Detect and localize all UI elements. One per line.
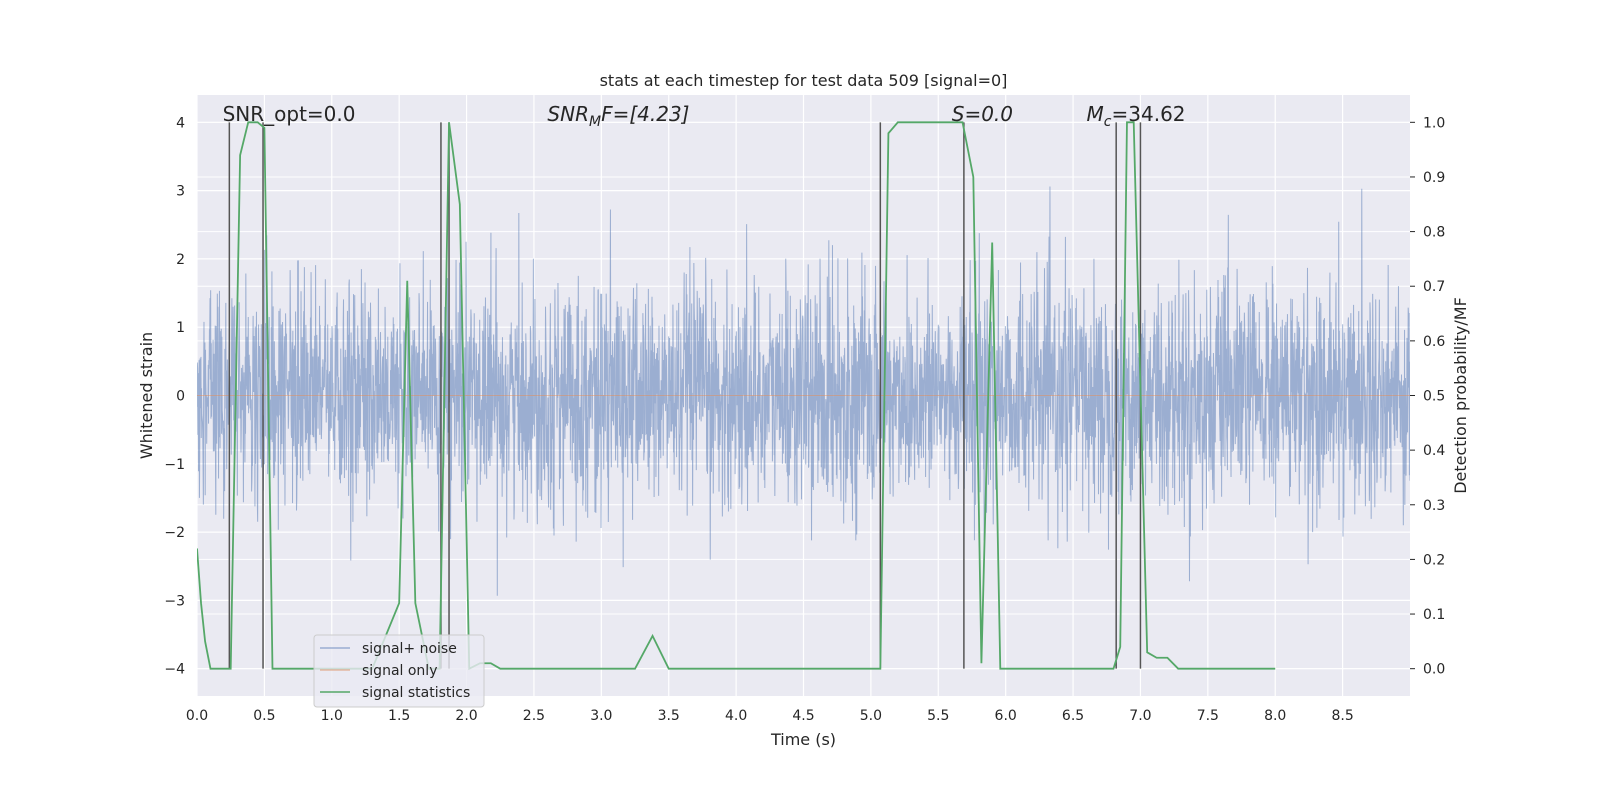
- y-left-tick-label-0: −4: [164, 662, 185, 678]
- x-tick-label-0: 0.0: [186, 708, 208, 724]
- annotation-mc-rest: =34.62: [1112, 102, 1186, 126]
- y-axis-right-ticks: 0.0 0.1 0.2 0.3 0.4 0.5 0.6 0.7 0.8 0.9 1.0: [1410, 115, 1445, 678]
- y-left-tick-label-1: −3: [164, 593, 185, 609]
- y-left-tick-label-4: 0: [176, 389, 185, 405]
- signal-statistics-line: [197, 121, 1276, 671]
- chart-title: stats at each timestep for test data 509…: [600, 71, 1008, 90]
- y-right-tick-label-9: 0.9: [1423, 170, 1445, 186]
- x-axis-ticks: 0.0 0.5 1.0 1.5 2.0 2.5 3.0 3.5 4.0 4.5 5.0 5.5 6.0 6…: [186, 708, 1354, 724]
- x-tick-label-3: 1.5: [388, 708, 410, 724]
- x-tick-label-8: 4.0: [725, 708, 747, 724]
- annotation-snr-mf-rest-text: F=[4.23]: [601, 102, 689, 126]
- y-left-tick-label-2: −2: [164, 525, 185, 541]
- annotation-mc: Mc=34.62: [1087, 102, 1186, 130]
- series-signal-statistics: [197, 121, 1276, 671]
- series-signal-plus-noise: [197, 186, 1410, 596]
- legend-box: [313, 634, 485, 708]
- x-tick-label-15: 7.5: [1197, 708, 1219, 724]
- y-right-tick-label-2: 0.2: [1423, 552, 1445, 568]
- annotation-snr-mf-base: SNR: [547, 102, 589, 126]
- y-left-tick-label-8: 4: [176, 115, 185, 131]
- x-tick-label-2: 1.0: [321, 708, 343, 724]
- annotation-snr-opt: SNR_opt=0.0: [223, 102, 356, 126]
- y-right-tick-label-4: 0.4: [1423, 443, 1445, 459]
- legend-label-signal-statistics: signal statistics: [362, 685, 470, 701]
- y-axis-right-label: Detection probability/MF: [1451, 297, 1470, 494]
- x-tick-label-12: 6.0: [995, 708, 1017, 724]
- y-right-tick-label-5: 0.5: [1423, 389, 1445, 405]
- x-tick-label-5: 2.5: [523, 708, 545, 724]
- y-right-tick-label-1: 0.1: [1423, 607, 1445, 623]
- x-tick-label-10: 5.0: [860, 708, 882, 724]
- y-right-tick-label-7: 0.7: [1423, 279, 1445, 295]
- y-right-tick-label-0: 0.0: [1423, 662, 1445, 678]
- annotation-mc-base: M: [1087, 102, 1104, 126]
- x-tick-label-16: 8.0: [1264, 708, 1286, 724]
- y-right-tick-label-10: 1.0: [1423, 115, 1445, 131]
- y-left-tick-label-3: −1: [164, 457, 185, 473]
- annotation-snr-mf: SNRMF=[4.23]: [547, 102, 689, 130]
- y-left-tick-label-6: 2: [176, 252, 185, 268]
- x-tick-label-11: 5.5: [927, 708, 949, 724]
- y-right-tick-label-3: 0.3: [1423, 498, 1445, 514]
- x-tick-label-7: 3.5: [658, 708, 680, 724]
- x-tick-label-14: 7.0: [1129, 708, 1151, 724]
- legend: signal+ noise signal only signal statist…: [313, 634, 485, 708]
- y-right-tick-label-8: 0.8: [1423, 225, 1445, 241]
- x-tick-label-6: 3.0: [590, 708, 612, 724]
- y-left-tick-label-7: 3: [176, 184, 185, 200]
- x-tick-label-9: 4.5: [792, 708, 814, 724]
- x-tick-label-4: 2.0: [455, 708, 477, 724]
- x-tick-label-1: 0.5: [253, 708, 275, 724]
- annotation-s: S=0.0: [952, 102, 1013, 126]
- annotation-snr-mf-rest: F=[4.23]: [601, 102, 689, 126]
- annotation-mc-sub: c: [1104, 114, 1112, 130]
- annotation-snr-mf-sub: M: [589, 114, 601, 130]
- x-tick-label-17: 8.5: [1331, 708, 1353, 724]
- x-axis-label: Time (s): [770, 730, 836, 749]
- x-tick-label-13: 6.5: [1062, 708, 1084, 724]
- y-axis-left-label: Whitened strain: [137, 332, 156, 459]
- y-left-tick-label-5: 1: [176, 320, 185, 336]
- legend-label-signal-only: signal only: [362, 663, 437, 679]
- y-right-tick-label-6: 0.6: [1423, 334, 1445, 350]
- noise-trace: [197, 186, 1410, 596]
- legend-label-signal-noise: signal+ noise: [362, 641, 457, 657]
- y-axis-left-ticks: −4 −3 −2 −1 0 1 2 3 4: [164, 115, 185, 677]
